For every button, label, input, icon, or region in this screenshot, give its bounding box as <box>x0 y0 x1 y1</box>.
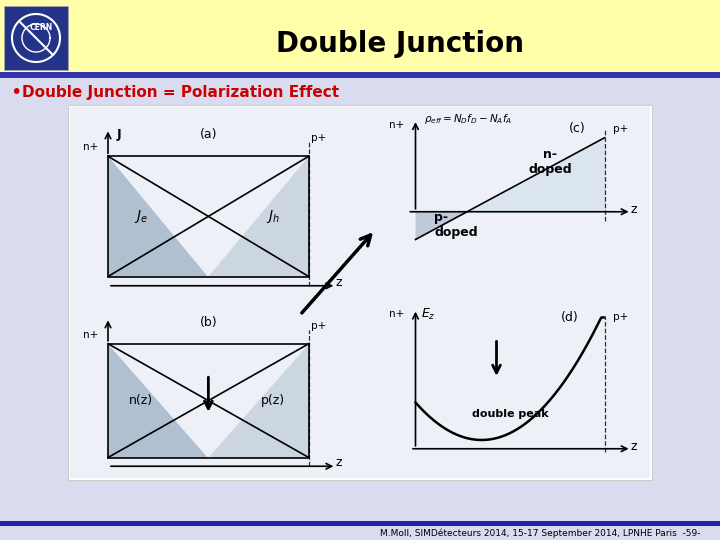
Text: p(z): p(z) <box>261 394 285 407</box>
Text: double peak: double peak <box>472 409 549 419</box>
Text: J: J <box>116 127 121 140</box>
Text: p+: p+ <box>613 124 628 133</box>
Text: z: z <box>631 441 637 454</box>
Text: CERN: CERN <box>30 23 53 32</box>
Bar <box>108 156 309 276</box>
Text: z: z <box>336 275 342 288</box>
Text: n+: n+ <box>389 120 404 130</box>
Bar <box>0 521 720 526</box>
Text: (d): (d) <box>561 311 578 324</box>
Bar <box>108 344 309 457</box>
Text: $J_h$: $J_h$ <box>266 208 280 225</box>
Text: $J_e$: $J_e$ <box>134 208 148 225</box>
Text: n+: n+ <box>84 142 99 152</box>
Text: n-
doped: n- doped <box>528 148 572 176</box>
Text: n+: n+ <box>389 309 404 319</box>
Text: p+: p+ <box>613 313 628 322</box>
Bar <box>0 0 720 72</box>
Bar <box>0 72 720 78</box>
Text: Double Junction: Double Junction <box>276 30 524 58</box>
Bar <box>68 105 652 480</box>
Text: Double Junction = Polarization Effect: Double Junction = Polarization Effect <box>22 84 339 99</box>
Polygon shape <box>469 138 605 212</box>
Text: (c): (c) <box>569 122 586 135</box>
Text: M.Moll, SIMDétecteurs 2014, 15-17 September 2014, LPNHE Paris  -59-: M.Moll, SIMDétecteurs 2014, 15-17 Septem… <box>379 528 700 538</box>
Polygon shape <box>208 344 309 457</box>
Text: p+: p+ <box>312 321 327 331</box>
Bar <box>70 107 650 478</box>
Polygon shape <box>415 212 469 240</box>
Text: p+: p+ <box>312 133 327 143</box>
Text: $E_z$: $E_z$ <box>421 306 436 321</box>
Text: n(z): n(z) <box>129 394 153 407</box>
Text: z: z <box>336 456 342 469</box>
Text: $\rho_{eff}=N_Df_D-N_Af_A$: $\rho_{eff}=N_Df_D-N_Af_A$ <box>423 112 512 126</box>
Polygon shape <box>108 344 208 457</box>
Polygon shape <box>208 156 309 276</box>
Bar <box>4 6 68 70</box>
Polygon shape <box>108 156 208 276</box>
Text: (b): (b) <box>199 316 217 329</box>
Text: (a): (a) <box>199 127 217 140</box>
Text: n+: n+ <box>84 330 99 340</box>
Text: p-
doped: p- doped <box>434 211 478 239</box>
Text: z: z <box>631 204 637 217</box>
Text: •: • <box>10 83 22 102</box>
